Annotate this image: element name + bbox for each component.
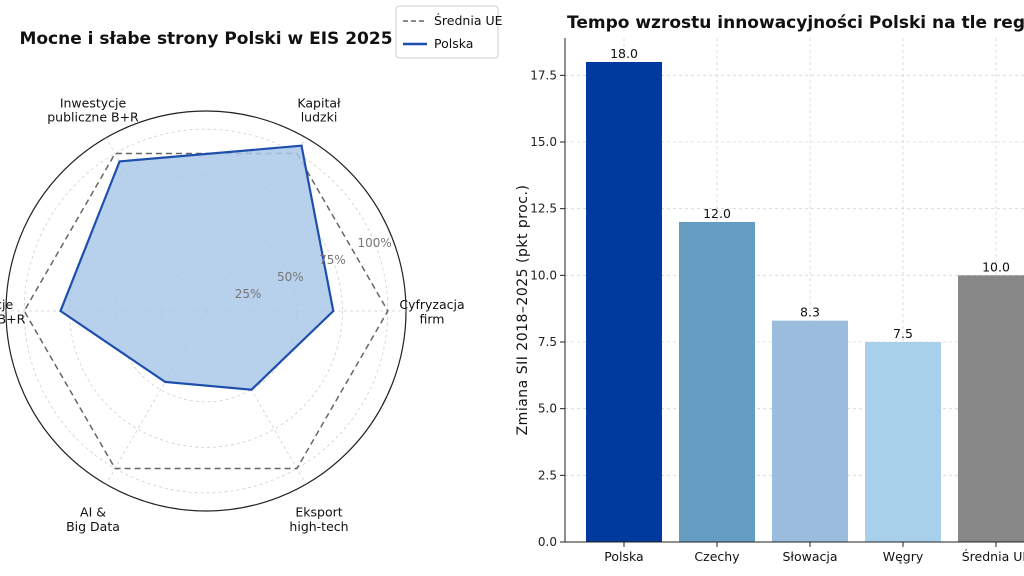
- radar-axis-label-1: Cyfryzacja firm: [399, 297, 464, 326]
- radar-axis-label-line: publiczne B+R: [47, 110, 139, 125]
- bar-ytick-label-0: 0.0: [538, 535, 557, 549]
- radar-axis-label-line: Eksport: [295, 505, 342, 520]
- radar-tick-label-2: 75%: [319, 253, 346, 267]
- bar-value-label-0: 18.0: [610, 46, 638, 61]
- bar-ytick-label-1: 2.5: [538, 468, 557, 482]
- radar-axis-label-5: Inwestycje publiczne B+R: [47, 95, 139, 124]
- bar-3: [865, 342, 941, 542]
- bar-ytick-label-6: 15.0: [530, 135, 557, 149]
- radar-axis-label-4: Inwestycjeprywatne B+R: [0, 297, 26, 326]
- bar-value-label-2: 8.3: [800, 305, 820, 320]
- bar-value-label-4: 10.0: [982, 259, 1010, 274]
- radar-axis-label-0: Kapitał ludzki: [297, 95, 341, 124]
- radar-series: [23, 144, 389, 470]
- bar-ytick-label-3: 7.5: [538, 335, 557, 349]
- radar-series-eu: [23, 152, 389, 470]
- radar-axis-label-line: Cyfryzacja: [399, 297, 464, 312]
- bar-category-label-0: Polska: [604, 549, 643, 564]
- bar-ytick-label-2: 5.0: [538, 402, 557, 416]
- bar-ytick-label-7: 17.5: [530, 68, 557, 82]
- radar-tick-label-0: 25%: [235, 287, 262, 301]
- bar-2: [772, 320, 848, 542]
- radar-axis-label-line: Inwestycje: [60, 95, 127, 110]
- bar-category-label-2: Słowacja: [782, 549, 837, 564]
- bar-chart: Tempo wzrostu innowacyjności Polski na t…: [515, 13, 1024, 564]
- radar-legend: Średnia UE Polska: [395, 5, 503, 59]
- bar-title: Tempo wzrostu innowacyjności Polski na t…: [567, 13, 1024, 33]
- radar-title: Mocne i słabe strony Polski w EIS 2025: [19, 29, 392, 49]
- radar-tick-label-3: 100%: [357, 236, 391, 250]
- bar-value-label-1: 12.0: [703, 206, 731, 221]
- bar-category-label-4: Średnia UE: [962, 549, 1024, 564]
- legend-label-eu: Średnia UE: [434, 13, 503, 28]
- radar-axis-label-line: Inwestycje: [0, 297, 13, 312]
- bar-axes: 0.0 2.5 5.0 7.5 10.0 12.5 15.0 17.5 Polska Czechy…: [530, 38, 1024, 564]
- radar-axis-label-line: firm: [420, 311, 445, 326]
- radar-axis-label-2: Eksport high-tech: [289, 505, 348, 534]
- radar-axis-labels: Kapitał ludzki Cyfryzacja firm Eksport high-t…: [0, 95, 465, 534]
- radar-axis-label-3: AI & Big Data: [66, 505, 120, 534]
- bar-bars: 18.0 12.0 8.3 7.5 10.0: [586, 46, 1024, 542]
- radar-axis-label-line: Big Data: [66, 519, 120, 534]
- bar-ytick-label-5: 12.5: [530, 202, 557, 216]
- radar-axis-label-line: Kapitał: [297, 95, 341, 110]
- radar-axis-label-line: high-tech: [289, 519, 348, 534]
- bar-0: [586, 62, 662, 542]
- bar-category-label-3: Węgry: [883, 549, 924, 564]
- radar-axis-label-line: ludzki: [301, 110, 338, 125]
- radar-radial-ticks: 25% 50% 75% 100%: [235, 236, 392, 301]
- bar-ytick-label-4: 10.0: [530, 268, 557, 282]
- radar-axis-label-line: prywatne B+R: [0, 311, 26, 326]
- radar-series-pl: [59, 144, 335, 391]
- bar-category-label-1: Czechy: [694, 549, 740, 564]
- radar-axis-label-line: AI &: [80, 505, 106, 520]
- bar-4: [958, 275, 1024, 542]
- bar-ylabel: Zmiana SII 2018–2025 (pkt proc.): [515, 185, 531, 436]
- legend-label-pl: Polska: [434, 36, 473, 51]
- radar-tick-label-1: 50%: [277, 270, 304, 284]
- bar-1: [679, 222, 755, 542]
- radar-chart: Mocne i słabe strony Polski w EIS 2025 K…: [0, 29, 465, 534]
- bar-value-label-3: 7.5: [893, 326, 913, 341]
